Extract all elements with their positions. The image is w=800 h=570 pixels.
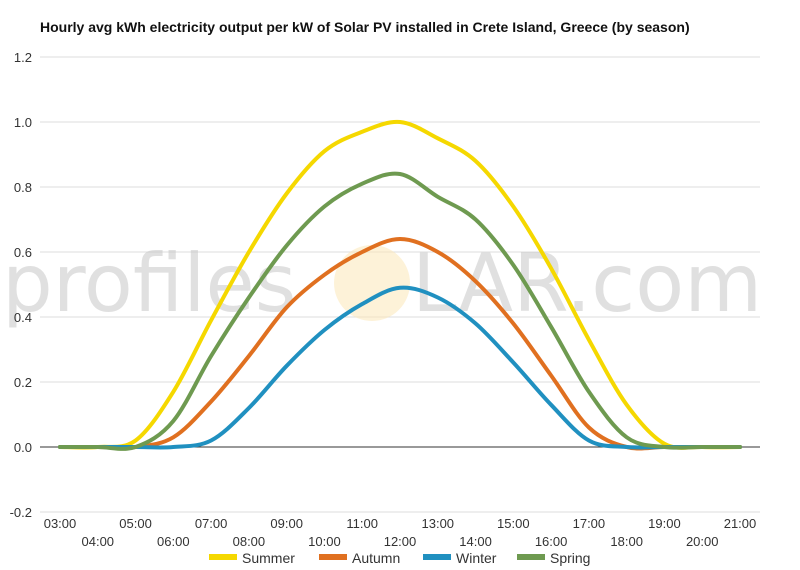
legend-swatch-autumn: [319, 554, 347, 560]
y-tick-label: 0.6: [14, 245, 32, 260]
legend-label-summer: Summer: [242, 550, 295, 566]
x-tick-label: 04:00: [82, 534, 115, 549]
x-tick-label: 11:00: [346, 516, 378, 531]
series-line-spring: [58, 171, 742, 451]
legend-label-spring: Spring: [550, 550, 590, 566]
x-tick-label: 16:00: [535, 534, 568, 549]
x-tick-label: 05:00: [119, 516, 152, 531]
x-tick-label: 17:00: [573, 516, 606, 531]
x-tick-label: 20:00: [686, 534, 719, 549]
x-tick-label: 09:00: [270, 516, 303, 531]
y-tick-label: 0.8: [14, 180, 32, 195]
y-tick-label: 1.2: [14, 50, 32, 65]
x-tick-label: 12:00: [384, 534, 417, 549]
watermark-text-right: LAR.com: [412, 237, 762, 330]
watermark-text-left: profiles: [2, 237, 296, 330]
legend-label-autumn: Autumn: [352, 550, 400, 566]
y-tick-label: -0.2: [10, 505, 32, 520]
x-tick-label: 15:00: [497, 516, 530, 531]
y-tick-label: 0.0: [14, 440, 32, 455]
x-tick-label: 07:00: [195, 516, 228, 531]
x-tick-label: 06:00: [157, 534, 190, 549]
x-tick-label: 10:00: [308, 534, 341, 549]
chart-title: Hourly avg kWh electricity output per kW…: [40, 19, 690, 35]
x-tick-label: 18:00: [610, 534, 643, 549]
y-tick-label: 1.0: [14, 115, 32, 130]
grid-lines: [40, 56, 760, 513]
legend-label-winter: Winter: [456, 550, 497, 566]
y-tick-label: 0.4: [14, 310, 32, 325]
legend: Summer Autumn Winter Spring: [209, 550, 590, 566]
series-line-summer: [58, 119, 742, 450]
x-tick-label: 21:00: [724, 516, 757, 531]
y-axis-ticks: -0.2 0.0 0.2 0.4 0.6 0.8 1.0 1.2: [10, 50, 32, 520]
legend-swatch-summer: [209, 554, 237, 560]
watermark: profiles LAR.com: [2, 237, 762, 330]
x-tick-label: 03:00: [44, 516, 77, 531]
x-tick-label: 08:00: [233, 534, 266, 549]
watermark-sun-icon: [334, 245, 410, 321]
x-tick-label: 19:00: [648, 516, 681, 531]
x-tick-label: 14:00: [459, 534, 492, 549]
y-tick-label: 0.2: [14, 375, 32, 390]
x-tick-label: 13:00: [422, 516, 455, 531]
series-lines: [58, 119, 742, 451]
legend-swatch-spring: [517, 554, 545, 560]
x-axis-ticks: 03:00 04:00 05:00 06:00 07:00 08:00 09:00 10:00…: [44, 516, 757, 549]
series-line-winter: [58, 285, 742, 450]
legend-swatch-winter: [423, 554, 451, 560]
